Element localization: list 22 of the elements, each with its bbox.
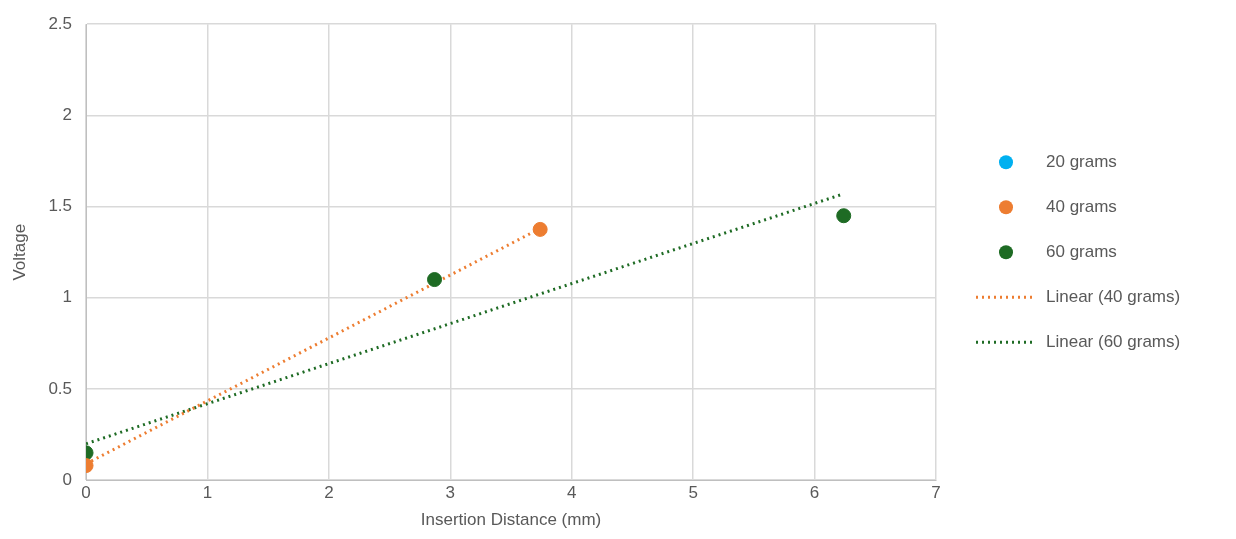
- x-tick-label: 5: [688, 483, 698, 503]
- y-tick-label: 2: [62, 105, 73, 125]
- x-tick-label: 6: [809, 483, 820, 503]
- y-tick-label: 1.5: [48, 196, 73, 216]
- x-tick-label: 4: [566, 483, 577, 503]
- y-tick-label: 0.5: [48, 378, 73, 398]
- x-tick-label: 7: [931, 483, 941, 503]
- x-tick-label: 2: [324, 483, 334, 503]
- legend-label: 60 grams: [1046, 241, 1117, 261]
- y-axis-title: Voltage: [9, 223, 29, 281]
- x-tick-label: 0: [81, 483, 91, 503]
- legend-label: Linear (40 grams): [1046, 286, 1181, 306]
- point: [427, 272, 443, 288]
- x-tick-label: 1: [202, 483, 213, 503]
- x-tick-label: 3: [445, 483, 456, 503]
- legend-label: 20 grams: [1046, 151, 1117, 171]
- legend-label: Linear (60 grams): [1046, 331, 1181, 351]
- y-tick-label: 0: [62, 469, 73, 489]
- y-tick-label: 1: [62, 287, 73, 307]
- x-axis-title: Insertion Distance (mm): [420, 510, 602, 530]
- legend-label: 40 grams: [1046, 196, 1117, 216]
- y-tick-label: 2.5: [48, 13, 73, 33]
